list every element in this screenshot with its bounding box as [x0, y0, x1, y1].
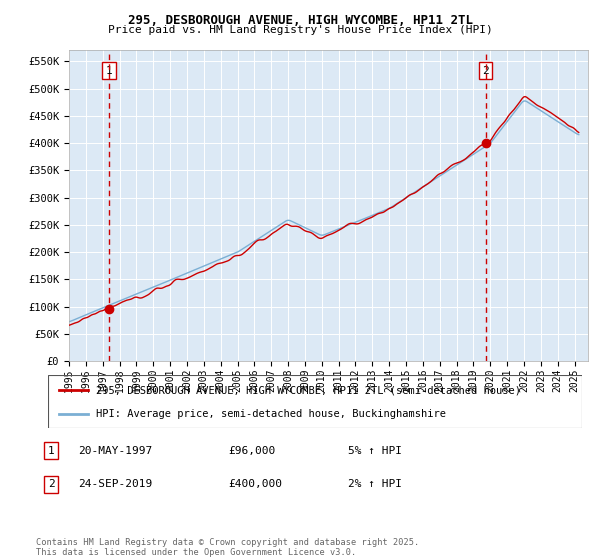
- Text: £400,000: £400,000: [228, 479, 282, 489]
- Text: 24-SEP-2019: 24-SEP-2019: [78, 479, 152, 489]
- Text: 5% ↑ HPI: 5% ↑ HPI: [348, 446, 402, 456]
- Text: £96,000: £96,000: [228, 446, 275, 456]
- Text: 2: 2: [47, 479, 55, 489]
- Text: Price paid vs. HM Land Registry's House Price Index (HPI): Price paid vs. HM Land Registry's House …: [107, 25, 493, 35]
- Text: Contains HM Land Registry data © Crown copyright and database right 2025.
This d: Contains HM Land Registry data © Crown c…: [36, 538, 419, 557]
- Text: HPI: Average price, semi-detached house, Buckinghamshire: HPI: Average price, semi-detached house,…: [96, 408, 446, 418]
- Text: 1: 1: [47, 446, 55, 456]
- Text: 2% ↑ HPI: 2% ↑ HPI: [348, 479, 402, 489]
- Text: 295, DESBOROUGH AVENUE, HIGH WYCOMBE, HP11 2TL (semi-detached house): 295, DESBOROUGH AVENUE, HIGH WYCOMBE, HP…: [96, 385, 521, 395]
- Text: 20-MAY-1997: 20-MAY-1997: [78, 446, 152, 456]
- Text: 2: 2: [482, 66, 489, 76]
- Text: 1: 1: [106, 66, 112, 76]
- Text: 295, DESBOROUGH AVENUE, HIGH WYCOMBE, HP11 2TL: 295, DESBOROUGH AVENUE, HIGH WYCOMBE, HP…: [128, 14, 473, 27]
